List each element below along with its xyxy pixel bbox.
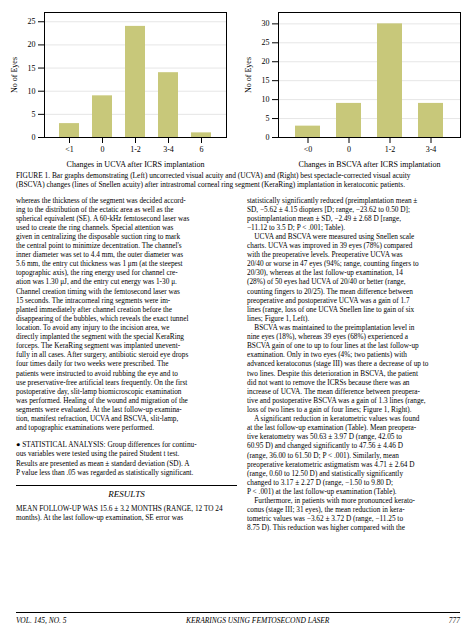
svg-text:No of Eyes: No of Eyes [244,57,253,93]
svg-text:<0: <0 [304,145,313,154]
svg-text:25: 25 [262,38,270,47]
svg-text:15: 15 [28,64,36,73]
svg-text:5: 5 [32,110,36,119]
html-text:FIGURE 1. Bar graphs demonstra: FIGURE 1. Bar graphs demonstrating (Left… [16,171,411,190]
svg-text:<1: <1 [65,145,74,154]
html-text:whereas the thickness of the s: whereas the thickness of the segment was… [16,195,190,433]
svg-text:20: 20 [262,57,270,66]
svg-text:0: 0 [347,145,351,154]
html-text:VOL. 145, NO. 5: VOL. 145, NO. 5 [16,616,67,625]
svg-text:5: 5 [266,114,270,123]
svg-text:1-2: 1-2 [130,145,141,154]
svg-text:15: 15 [262,76,270,85]
html-text:statistically significantly re: statistically significantly reduced (pre… [247,195,429,533]
html-text:777: 777 [448,616,460,625]
html-text:KERARINGS USING FEMTOSECOND LA: KERARINGS USING FEMTOSECOND LASER [186,616,330,625]
svg-text:10: 10 [28,87,36,96]
svg-text:1-2: 1-2 [385,145,396,154]
svg-text:25: 25 [28,17,36,26]
svg-text:20: 20 [28,40,36,49]
svg-text:3-4: 3-4 [163,145,174,154]
svg-text:0: 0 [101,145,105,154]
svg-text:Changes in BSCVA after ICRS im: Changes in BSCVA after ICRS implantation [299,160,441,169]
svg-text:30: 30 [262,19,270,28]
svg-text:0: 0 [32,133,36,142]
svg-text:3-4: 3-4 [426,145,437,154]
svg-text:6: 6 [200,145,204,154]
html-text:● STATISTICAL ANALYSIS: Group: ● STATISTICAL ANALYSIS: Group difference… [16,440,197,477]
svg-text:0: 0 [266,133,270,142]
html-text:RESULTS: RESULTS [108,488,145,499]
svg-text:10: 10 [262,95,270,104]
svg-text:Changes in UCVA after ICRS imp: Changes in UCVA after ICRS implantation [67,160,205,169]
html-text:MEAN FOLLOW-UP WAS 15.6 ± 3.2: MEAN FOLLOW-UP WAS 15.6 ± 3.2 MONTHS (RA… [16,504,223,523]
svg-text:No of Eyes: No of Eyes [10,57,19,93]
